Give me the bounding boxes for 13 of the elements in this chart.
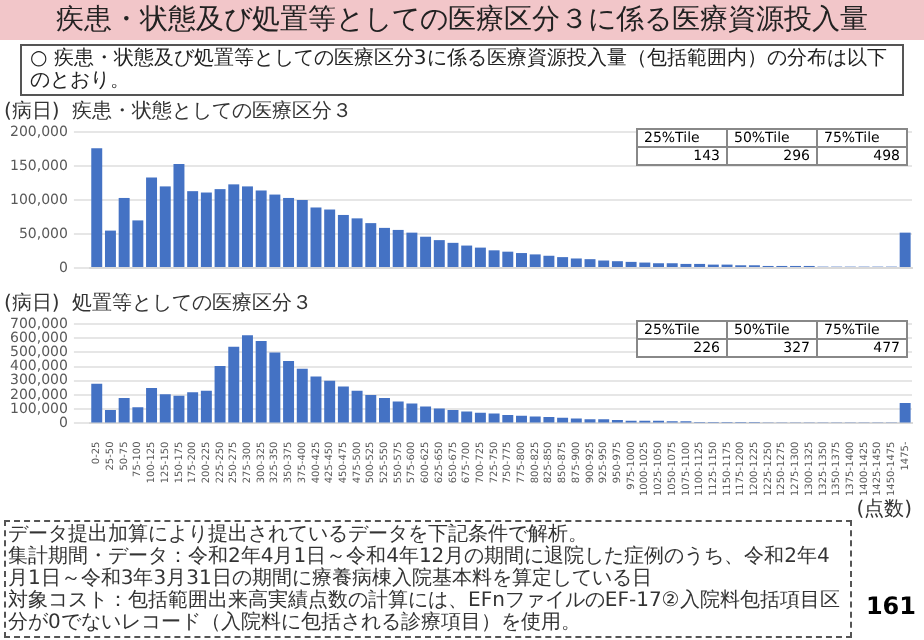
bar (899, 402, 911, 423)
chart-title: 処置等としての医療区分３ (71, 291, 312, 316)
x-axis-title: (点数) (856, 497, 913, 522)
y-axis-title: (病日) (4, 291, 60, 316)
chart-title: 疾患・状態としての医療区分３ (71, 99, 352, 124)
bar (899, 232, 911, 267)
text: 疾患・状態及び処置等としての医療区分３に係る医療資源投入量 (0, 0, 924, 40)
text: データ提出加算により提出されているデータを下記条件で解析。 (8, 524, 590, 546)
text: 対象コスト：包括範囲出来高実績点数の計算には、EFnファイルのEF-17②入院料包括項目区分が0でないレコード（入院料に包括される診療項目）を使用。 (8, 590, 842, 634)
text: 161 (865, 592, 916, 620)
y-axis-title: (病日) (4, 99, 60, 124)
text: ○ 疾患・状態及び処置等としての医療区分3に係る医療資源投入量（包括範囲内）の分布は以下のとおり。 (20, 44, 904, 96)
text: 集計期間・データ：令和2年4月1日～令和4年12月の期間に退院した症例のうち、令和2年4月1日～令和3年3月31日の期間に療養病棟入院基本料を算定している日 (8, 546, 832, 590)
